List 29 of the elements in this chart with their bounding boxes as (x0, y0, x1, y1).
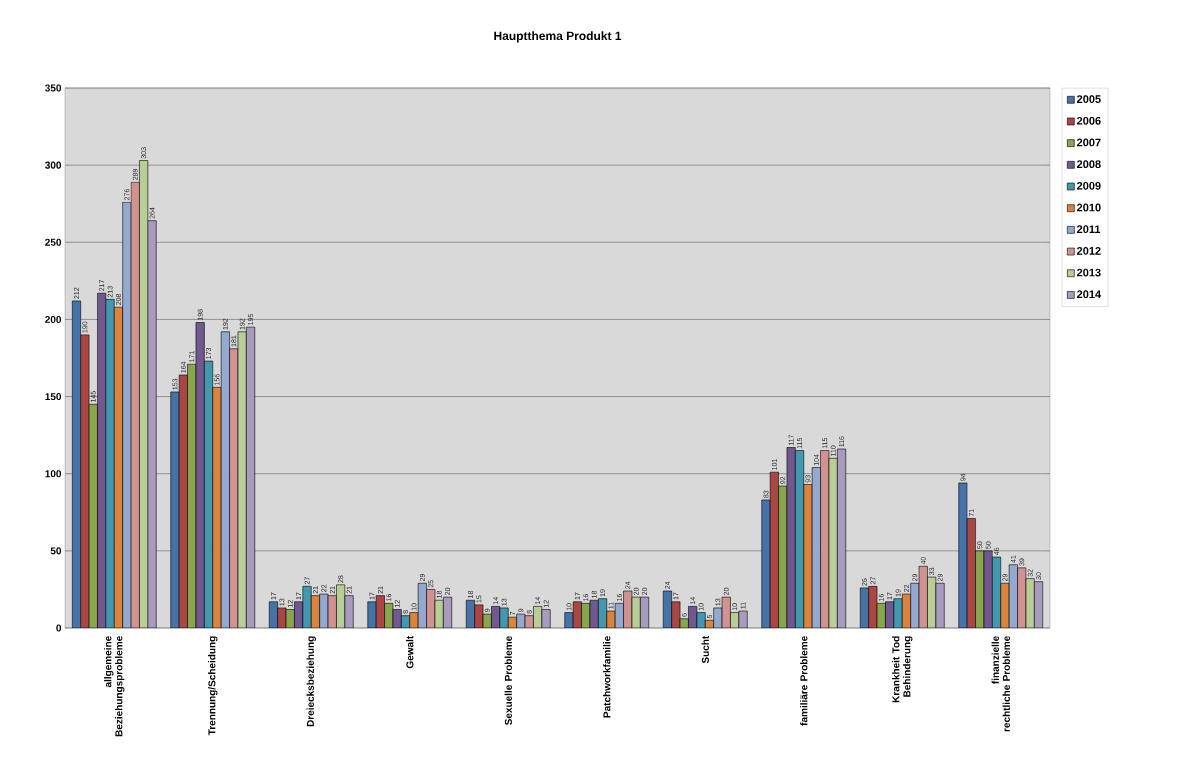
y-tick-label: 350 (45, 84, 62, 92)
legend-label: 2012 (1077, 246, 1101, 255)
x-tick-label: Sucht (701, 635, 709, 664)
x-tick-label: Sexuelle Probleme (504, 636, 512, 726)
legend-label: 2008 (1077, 160, 1101, 169)
y-tick-label: 200 (45, 315, 62, 323)
legend-label: 2005 (1077, 95, 1101, 103)
y-tick-label: 250 (45, 238, 62, 246)
x-tick-label: Dreiecksbeziehung (306, 636, 316, 727)
x-tick-label: Trennung/Scheidung (208, 636, 218, 736)
y-tick-label: 300 (45, 161, 62, 169)
y-tick-label: 50 (50, 547, 62, 555)
legend-label: 2014 (1077, 290, 1102, 299)
x-tick-label: Patchworkfamilie (603, 636, 611, 718)
x-tick-label: finanzielle rechtliche Probleme (991, 636, 1010, 732)
legend-label: 2010 (1077, 203, 1101, 212)
x-tick-label: Gewalt (406, 635, 414, 669)
legend-label: 2011 (1077, 225, 1101, 234)
legend-label: 2007 (1077, 138, 1101, 147)
y-tick-label: 100 (45, 470, 62, 478)
x-tick-label: familiäre Probleme (800, 636, 808, 726)
legend-label: 2009 (1077, 181, 1101, 190)
legend-label: 2006 (1077, 116, 1101, 125)
chart-title: Hauptthema Produkt 1 (494, 31, 622, 43)
x-tick-label: allgemeine Beziehungsprobleme (104, 636, 125, 737)
legend-label: 2013 (1077, 268, 1101, 277)
x-tick-label: Krankheit Tod Behinderung (892, 636, 913, 703)
y-tick-label: 0 (56, 624, 62, 632)
y-tick-label: 150 (45, 393, 62, 401)
